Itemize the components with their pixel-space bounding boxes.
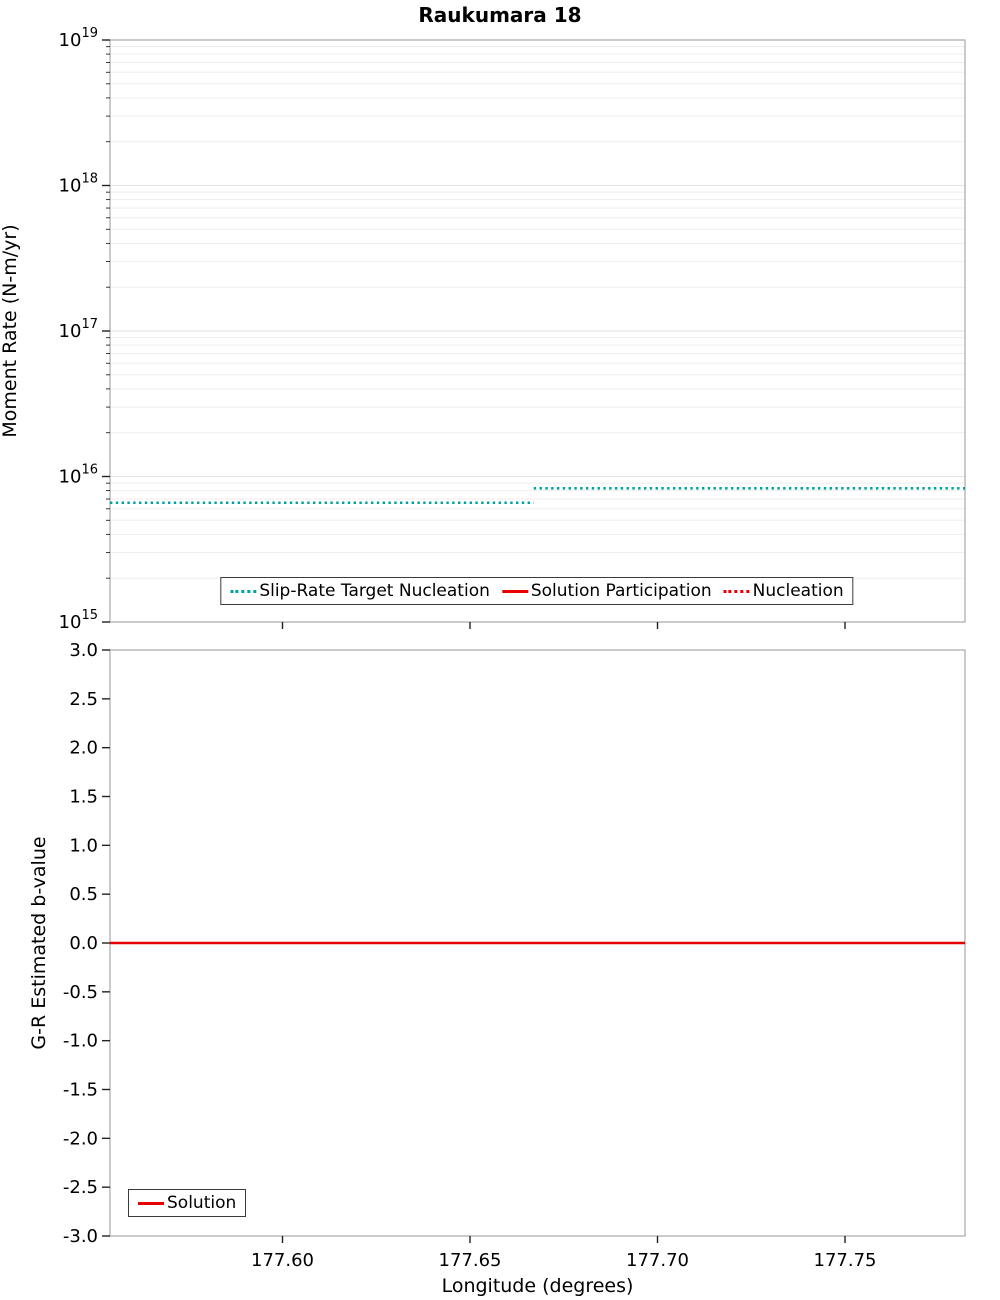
y-tick-label: 3.0 (69, 640, 98, 661)
y-tick-label: 0.0 (69, 933, 98, 954)
x-axis-label: Longitude (degrees) (442, 1275, 634, 1297)
x-tick-label: 177.75 (814, 1250, 877, 1271)
moment-rate-legend: Slip-Rate Target Nucleation Solution Part… (220, 577, 854, 605)
y-tick-label: -2.0 (63, 1128, 98, 1149)
x-tick-label: 177.60 (251, 1250, 314, 1271)
y-tick-label: 1.5 (69, 787, 98, 808)
y-tick-label: 1018 (59, 172, 98, 197)
legend-entry-solution: Solution (138, 1193, 236, 1213)
b-value-legend: Solution (128, 1189, 247, 1217)
y-axis-label: G-R Estimated b-value (28, 836, 50, 1049)
legend-label: Solution (167, 1193, 237, 1213)
y-tick-label: 2.0 (69, 738, 98, 759)
y-tick-label: -2.5 (63, 1177, 98, 1198)
legend-line-sample-slip-rate-target-nucleation (230, 589, 257, 593)
figure-title: Raukumara 18 (418, 3, 582, 27)
legend-line-sample-solution (138, 1201, 164, 1205)
x-tick-label: 177.70 (626, 1250, 689, 1271)
y-tick-label: -1.0 (63, 1031, 98, 1052)
y-tick-label: 0.5 (69, 884, 98, 905)
b-value-plot: 3.0 2.5 2.0 1.5 1.0 0.5 0.0 -0.5 -1.0 -1.5 -2.0 -2.… (28, 640, 966, 1297)
y-tick-label: 2.5 (69, 689, 98, 710)
y-tick-label: 1019 (59, 26, 98, 51)
legend-entry-slip-rate-target-nucleation: Slip-Rate Target Nucleation (230, 581, 490, 601)
legend-label: Nucleation (752, 581, 844, 601)
legend-line-sample-solution-participation (501, 589, 528, 593)
y-axis-label: Moment Rate (N-m/yr) (0, 224, 21, 437)
y-tick-label: -3.0 (63, 1226, 98, 1247)
legend-label: Solution Participation (530, 581, 712, 601)
y-tick-label: 1017 (59, 317, 98, 342)
legend-entry-nucleation: Nucleation (723, 581, 844, 601)
y-tick-label: -0.5 (63, 982, 98, 1003)
y-tick-label: -1.5 (63, 1080, 98, 1101)
y-tick-label: 1016 (59, 463, 98, 488)
x-tick-label: 177.65 (439, 1250, 502, 1271)
y-tick-label: 1015 (59, 608, 98, 633)
moment-rate-plot: 1015 1016 1017 1018 1019 Moment Rate (N-m/yr) (0, 26, 966, 633)
legend-label: Slip-Rate Target Nucleation (259, 581, 490, 601)
legend-line-sample-nucleation (723, 589, 750, 593)
legend-entry-solution-participation: Solution Participation (501, 581, 712, 601)
y-tick-label: 1.0 (69, 835, 98, 856)
